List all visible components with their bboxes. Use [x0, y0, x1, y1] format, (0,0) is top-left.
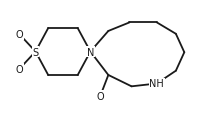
- Text: O: O: [96, 91, 104, 101]
- Text: O: O: [16, 30, 23, 40]
- Text: NH: NH: [150, 79, 164, 89]
- Text: O: O: [16, 64, 23, 74]
- Text: N: N: [87, 47, 94, 57]
- Text: S: S: [32, 47, 39, 57]
